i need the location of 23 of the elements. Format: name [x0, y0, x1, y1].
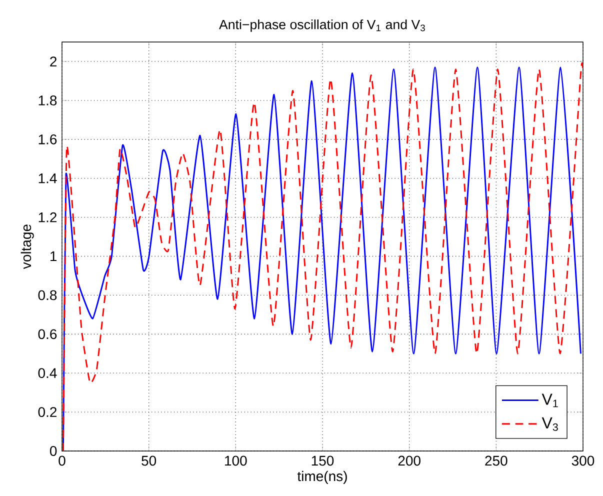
- y-tick-label: 0.4: [38, 368, 57, 378]
- y-tick-label: 0.8: [38, 290, 57, 300]
- y-axis-title: voltage: [20, 224, 34, 270]
- chart-title: Anti−phase oscillation of V$_{1}$ and V$_{3}$: [219, 19, 425, 32]
- y-tick-label: 0.2: [38, 407, 57, 418]
- x-tick-label: 100: [225, 456, 247, 466]
- y-tick-label: 0.6: [38, 329, 57, 340]
- y-tick-label: 1.8: [38, 95, 57, 106]
- x-tick-label: 150: [312, 456, 334, 466]
- y-tick-label: 1.4: [38, 174, 57, 184]
- y-tick-label: 1: [50, 251, 57, 262]
- x-tick-label: 250: [485, 456, 508, 466]
- y-tick-label: 0: [50, 446, 57, 456]
- x-tick-label: 0: [58, 456, 66, 466]
- y-tick-label: 1.2: [38, 212, 57, 222]
- y-tick-label: 1.6: [38, 134, 57, 144]
- legend-label: V$_{3}$: [542, 417, 558, 431]
- x-tick-label: 200: [398, 456, 420, 466]
- x-tick-label: 300: [572, 456, 594, 466]
- x-axis-title: time(ns): [297, 470, 347, 484]
- legend-label: V$_{1}$: [542, 394, 558, 408]
- x-tick-label: 50: [142, 456, 156, 466]
- y-tick-label: 2: [50, 56, 57, 66]
